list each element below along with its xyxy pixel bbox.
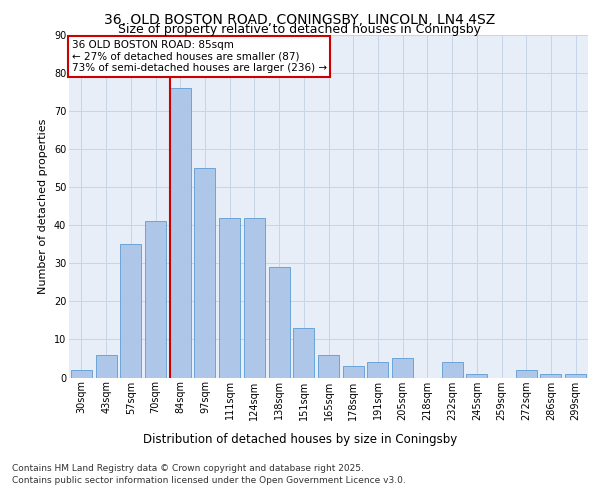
Bar: [71, 370, 92, 378]
Bar: [244, 218, 265, 378]
Bar: [343, 366, 364, 378]
Bar: [269, 267, 290, 378]
Bar: [318, 354, 339, 378]
Text: Distribution of detached houses by size in Coningsby: Distribution of detached houses by size …: [143, 432, 457, 446]
Bar: [565, 374, 586, 378]
Bar: [120, 244, 141, 378]
Bar: [541, 374, 562, 378]
Bar: [392, 358, 413, 378]
Text: Contains HM Land Registry data © Crown copyright and database right 2025.: Contains HM Land Registry data © Crown c…: [12, 464, 364, 473]
Text: Size of property relative to detached houses in Coningsby: Size of property relative to detached ho…: [119, 24, 482, 36]
Bar: [219, 218, 240, 378]
Y-axis label: Number of detached properties: Number of detached properties: [38, 118, 48, 294]
Bar: [466, 374, 487, 378]
Text: 36 OLD BOSTON ROAD: 85sqm
← 27% of detached houses are smaller (87)
73% of semi-: 36 OLD BOSTON ROAD: 85sqm ← 27% of detac…: [71, 40, 327, 74]
Bar: [95, 354, 116, 378]
Bar: [367, 362, 388, 378]
Bar: [170, 88, 191, 378]
Bar: [293, 328, 314, 378]
Text: Contains public sector information licensed under the Open Government Licence v3: Contains public sector information licen…: [12, 476, 406, 485]
Text: 36, OLD BOSTON ROAD, CONINGSBY, LINCOLN, LN4 4SZ: 36, OLD BOSTON ROAD, CONINGSBY, LINCOLN,…: [104, 12, 496, 26]
Bar: [516, 370, 537, 378]
Bar: [194, 168, 215, 378]
Bar: [442, 362, 463, 378]
Bar: [145, 222, 166, 378]
